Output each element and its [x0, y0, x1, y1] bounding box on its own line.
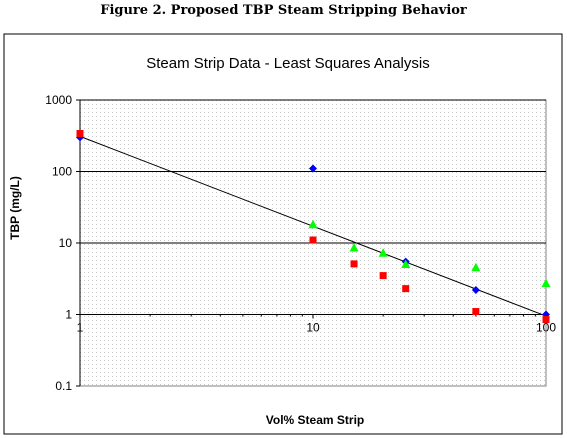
x-tick-label: 10: [306, 321, 320, 335]
y-tick-label: 1000: [45, 93, 72, 107]
y-axis-label: TBP (mg/L): [8, 176, 22, 240]
y-tick-label: 10: [59, 236, 73, 250]
x-axis-label: Vol% Steam Strip: [266, 413, 364, 427]
y-tick-label: 0.1: [55, 379, 72, 393]
point-triangle: [541, 278, 551, 288]
chart-title: Steam Strip Data - Least Squares Analysi…: [146, 55, 429, 72]
y-tick-label: 100: [52, 165, 72, 179]
point-square: [309, 236, 317, 244]
point-triangle: [401, 259, 411, 269]
figure-title: Figure 2. Proposed TBP Steam Stripping B…: [100, 3, 467, 18]
point-triangle: [471, 262, 481, 272]
point-diamond: [309, 164, 317, 173]
point-diamond: [471, 286, 480, 295]
point-square: [350, 260, 358, 268]
point-square: [472, 308, 480, 316]
point-square: [379, 272, 387, 280]
point-square: [402, 285, 410, 293]
plot-area: 0.11101001000110100: [45, 93, 556, 393]
point-square: [76, 129, 84, 137]
point-square: [542, 316, 550, 324]
point-triangle: [308, 219, 318, 229]
x-tick-label: 100: [536, 321, 556, 335]
point-triangle: [378, 248, 388, 257]
y-tick-label: 1: [65, 308, 72, 322]
point-triangle: [349, 243, 359, 252]
